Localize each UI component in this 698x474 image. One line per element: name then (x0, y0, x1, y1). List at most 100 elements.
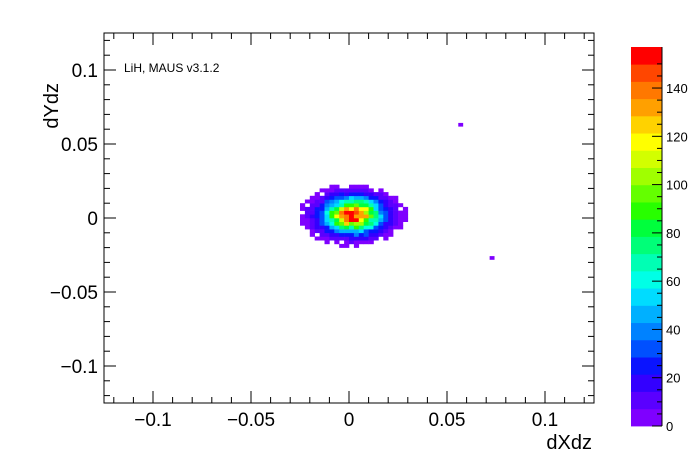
heatmap-cell (339, 225, 345, 230)
heatmap-cell (329, 221, 335, 226)
heatmap-cell (344, 229, 350, 234)
x-axis: −0.1 −0.05 0 0.05 0.1 (113, 33, 585, 431)
heatmap-cell (363, 221, 369, 226)
x-tick-label: 0.05 (429, 410, 466, 431)
heatmap-cell (349, 210, 355, 215)
heatmap-cell (378, 192, 384, 197)
colorbar-segment (631, 167, 662, 186)
heatmap-cell (349, 214, 355, 219)
heatmap-cell (368, 218, 374, 222)
heatmap-cell (388, 203, 394, 208)
heatmap-cell (349, 184, 355, 189)
heatmap-cell (349, 195, 355, 200)
heatmap-cell (324, 214, 330, 219)
heatmap-cell (309, 218, 315, 222)
heatmap-cell (368, 225, 374, 230)
heatmap-cell (334, 206, 340, 211)
heatmap-cell (329, 232, 335, 237)
heatmap-cell (388, 218, 394, 222)
heatmap-cell (368, 206, 374, 211)
heatmap-cell (368, 210, 374, 215)
heatmap-cell (373, 206, 379, 211)
heatmap-cell (349, 206, 355, 211)
heatmap-cell (353, 225, 360, 230)
heatmap-cell (378, 225, 384, 230)
annotation-label: LiH, MAUS v3.1.2 (124, 61, 220, 75)
heatmap-cell (349, 188, 355, 193)
colorbar-segment (631, 357, 662, 375)
heatmap-cell (314, 221, 320, 226)
heatmap-cell (378, 218, 384, 222)
heatmap-cell (314, 199, 320, 204)
y-tick-label: 0.1 (72, 61, 98, 82)
heatmap-cell (363, 192, 369, 197)
y-axis: −0.1 −0.05 0 0.05 0.1 (50, 39, 594, 397)
heatmap-cell (383, 199, 389, 204)
heatmap-cell (363, 206, 369, 211)
heatmap-cell (373, 221, 379, 226)
heatmap-cell (363, 199, 369, 204)
heatmap-cell (402, 214, 409, 219)
heatmap-cell (353, 195, 360, 200)
heatmap-cell (339, 192, 345, 197)
heatmap-cell (368, 229, 374, 234)
heatmap-cell (353, 214, 360, 219)
heatmap-cell (349, 229, 355, 234)
heatmap-cell (319, 188, 325, 193)
heatmap-cell (383, 236, 389, 241)
heatmap-cell (329, 225, 335, 230)
heatmap-cell (334, 192, 340, 197)
heatmap-cell (314, 236, 320, 241)
y-axis-title: dYdz (41, 83, 63, 129)
colorbar-segment (631, 322, 662, 341)
heatmap-cell (393, 195, 399, 200)
heatmap-cell (300, 221, 306, 226)
heatmap-cell (339, 195, 345, 200)
heatmap-cell (334, 210, 340, 215)
heatmap-cell (368, 199, 374, 204)
colorbar-tick-label: 60 (666, 274, 680, 289)
heatmap-cell (378, 232, 384, 237)
heatmap-cell (344, 236, 350, 241)
heatmap-cell (368, 188, 374, 193)
heatmap-cell (349, 232, 355, 237)
heatmap-cell (319, 218, 325, 222)
heatmap-cell (368, 240, 374, 245)
heatmap-cell (363, 218, 369, 222)
heatmap-cell (334, 195, 340, 200)
heatmap-cell (378, 214, 384, 219)
heatmap-cell (344, 221, 350, 226)
colorbar-segment (631, 408, 662, 427)
heatmap-cell (309, 199, 315, 204)
heatmap-cell (329, 236, 335, 241)
outlier-cell (458, 122, 464, 127)
heatmap-cell (373, 199, 379, 204)
heatmap-cell (353, 203, 360, 208)
x-axis-title: dXdz (546, 432, 592, 454)
y-tick-label: −0.05 (50, 283, 98, 304)
heatmap-cell (383, 218, 389, 222)
heatmap-cell (353, 229, 360, 234)
heatmap-cell (329, 184, 335, 189)
heatmap-cell (309, 229, 315, 234)
heatmap-cell (344, 218, 350, 222)
heatmap-cell (309, 214, 315, 219)
heatmap-cell (373, 192, 379, 197)
heatmap-cell (300, 214, 306, 219)
heatmap-cell (329, 229, 335, 234)
heatmap-cell (402, 206, 409, 211)
heatmap-cell (334, 203, 340, 208)
heatmap-cell (353, 218, 360, 222)
heatmap-cell (349, 199, 355, 204)
colorbar-segment (631, 150, 662, 168)
heatmap-cell (368, 232, 374, 237)
heatmap-cell (339, 229, 345, 234)
heatmap-cell (329, 203, 335, 208)
heatmap-cell (358, 225, 364, 230)
heatmap-cell (334, 229, 340, 234)
heatmap-cell (393, 221, 399, 226)
heatmap-cell (358, 210, 364, 215)
heatmap-cell (309, 225, 315, 230)
heatmap-cell (373, 195, 379, 200)
heatmap-cells (300, 122, 495, 260)
